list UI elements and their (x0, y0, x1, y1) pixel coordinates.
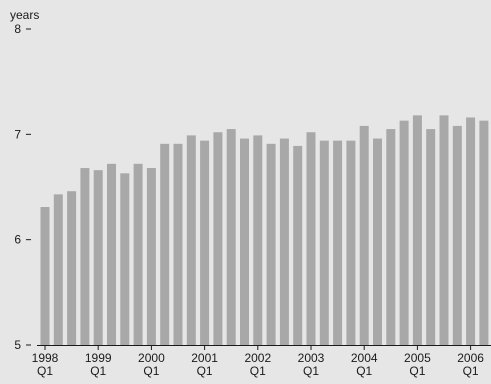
x-tick-quarter-label: Q1 (90, 364, 106, 378)
bar-2000Q2 (160, 144, 169, 345)
x-axis: 1998Q11999Q12000Q12001Q12002Q12003Q12004… (32, 345, 491, 378)
bar-2005Q4 (453, 126, 462, 345)
x-tick-year-label: 1999 (85, 351, 112, 365)
bar-2004Q2 (373, 139, 382, 345)
bar-2004Q1 (360, 126, 369, 345)
bar-2001Q2 (213, 132, 222, 345)
x-tick-year-label: 2004 (351, 351, 378, 365)
bar-2006Q2 (479, 121, 488, 345)
bar-2004Q3 (386, 129, 395, 345)
bar-2005Q1 (413, 115, 422, 345)
bar-2002Q3 (280, 139, 289, 345)
x-tick-quarter-label: Q1 (463, 364, 479, 378)
bar-1998Q2 (54, 194, 63, 345)
x-tick-year-label: 2003 (298, 351, 325, 365)
bar-2005Q3 (440, 115, 449, 345)
bar-2003Q2 (320, 141, 329, 345)
y-axis: 5 6 7 8 (14, 22, 31, 352)
bar-1999Q2 (107, 164, 116, 345)
bar-2006Q1 (466, 117, 475, 345)
y-tick-label: 6 (14, 233, 21, 247)
y-unit-label: years (10, 8, 39, 22)
bar-2000Q4 (187, 135, 196, 345)
bar-1999Q4 (134, 164, 143, 345)
y-tick-label: 7 (14, 127, 21, 141)
x-tick-quarter-label: Q1 (303, 364, 319, 378)
x-tick-quarter-label: Q1 (143, 364, 159, 378)
bar-2002Q2 (267, 144, 276, 345)
y-tick-label: 8 (14, 22, 21, 36)
x-tick-quarter-label: Q1 (409, 364, 425, 378)
bar-1999Q1 (94, 170, 103, 345)
x-tick-year-label: 2002 (244, 351, 271, 365)
bar-2002Q1 (253, 135, 262, 345)
y-tick-label: 5 (14, 338, 21, 352)
x-tick-quarter-label: Q1 (197, 364, 213, 378)
bar-2003Q1 (307, 132, 316, 345)
x-tick-year-label: 1998 (32, 351, 59, 365)
x-tick-year-label: 2001 (191, 351, 218, 365)
x-tick-year-label: 2000 (138, 351, 165, 365)
x-tick-year-label: 2005 (404, 351, 431, 365)
bar-2000Q1 (147, 168, 156, 345)
bar-1998Q4 (80, 168, 89, 345)
bar-2003Q3 (333, 141, 342, 345)
bar-2005Q2 (426, 129, 435, 345)
bar-2001Q3 (227, 129, 236, 345)
bar-1999Q3 (120, 173, 129, 345)
bar-1998Q3 (67, 191, 76, 345)
x-tick-year-label: 2006 (457, 351, 484, 365)
x-tick-quarter-label: Q1 (356, 364, 372, 378)
x-tick-quarter-label: Q1 (37, 364, 53, 378)
bar-1998Q1 (41, 207, 50, 345)
bar-2002Q4 (293, 146, 302, 345)
x-tick-quarter-label: Q1 (250, 364, 266, 378)
bar-2001Q4 (240, 139, 249, 345)
bar-2003Q4 (346, 141, 355, 345)
bars-group (41, 115, 491, 345)
bar-2000Q3 (174, 144, 183, 345)
bar-2004Q4 (400, 121, 409, 345)
bar-2001Q1 (200, 141, 209, 345)
